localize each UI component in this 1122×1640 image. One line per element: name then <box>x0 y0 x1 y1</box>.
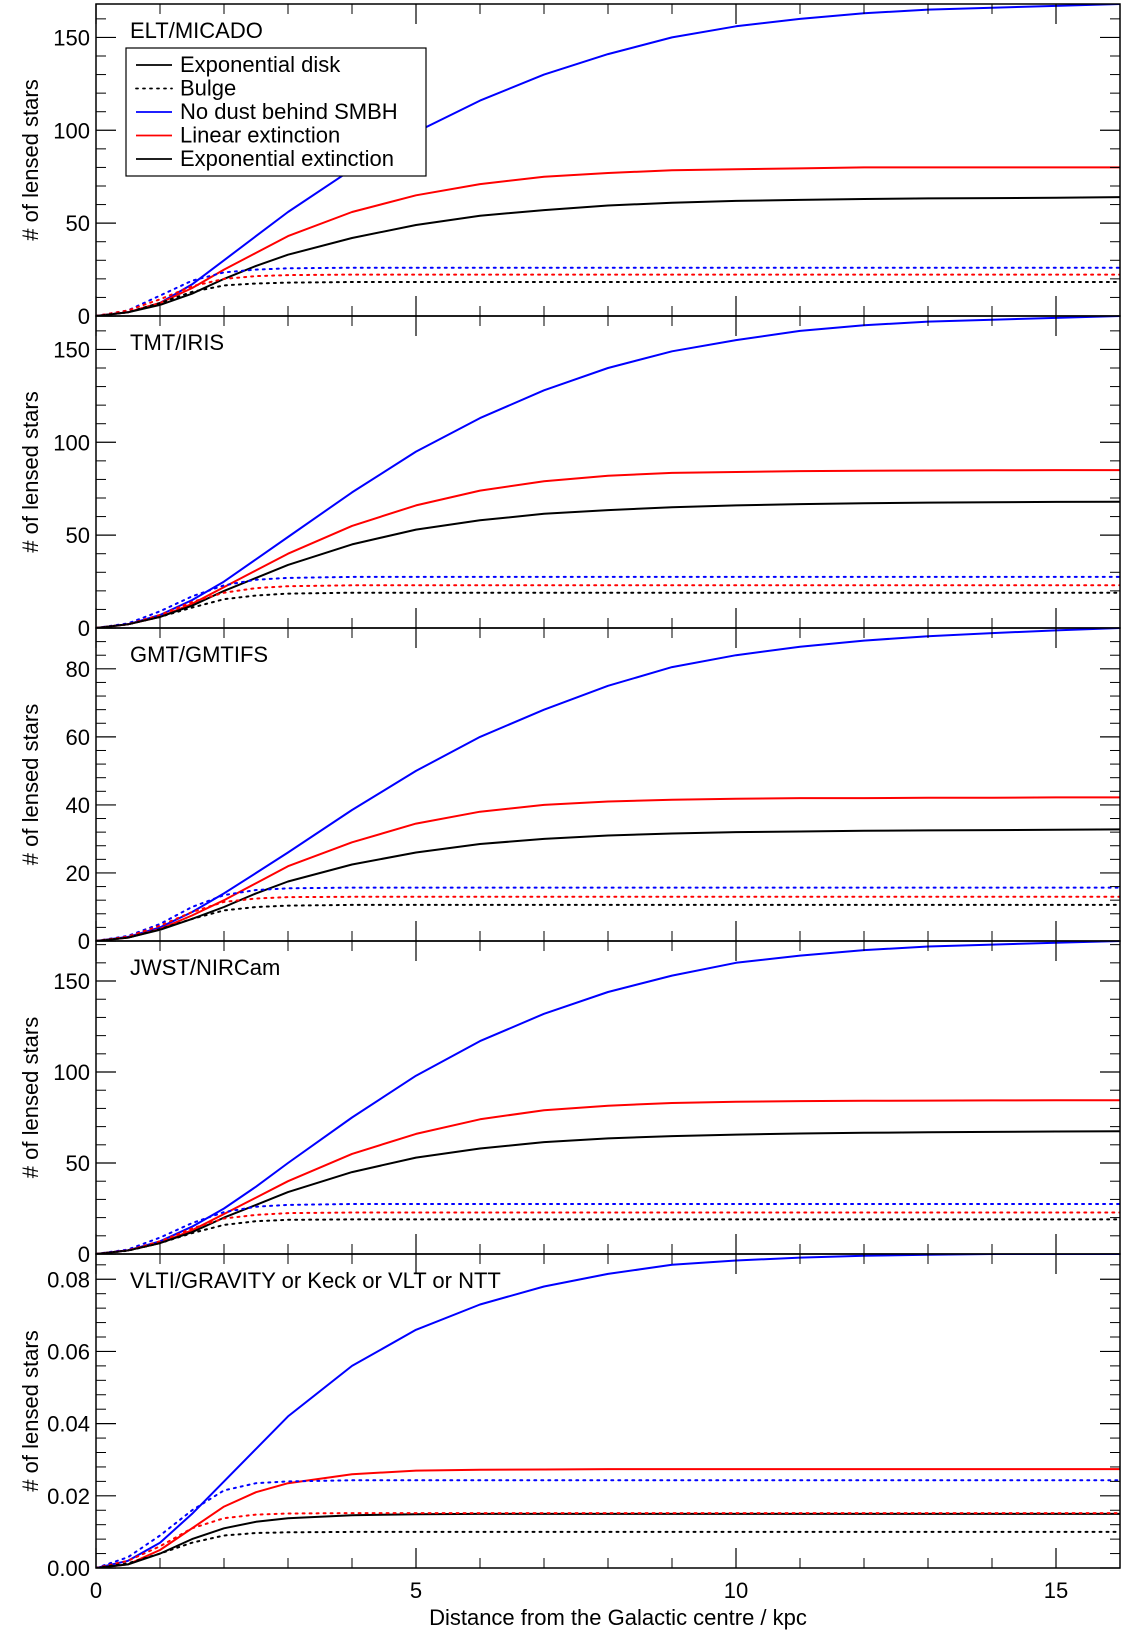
series-bulge-exponential <box>96 591 1120 628</box>
y-axis-label: # of lensed stars <box>18 391 43 552</box>
y-axis-label: # of lensed stars <box>18 704 43 865</box>
curve-group <box>96 4 1120 316</box>
panel-title: GMT/GMTIFS <box>130 642 268 667</box>
series-disk-exponential <box>96 828 1120 941</box>
series-bulge-linear <box>96 1211 1120 1254</box>
series-disk-no_dust <box>96 628 1120 941</box>
series-bulge-exponential <box>96 281 1120 316</box>
ytick-label: 0 <box>78 929 90 954</box>
ytick-label: 100 <box>53 1060 90 1085</box>
panel-4: 0.00 0.02 0.04 0.06 0.08 VLTI/GRAVITY or Keck… <box>18 1253 1121 1581</box>
y-axis-label: # of lensed stars <box>18 1017 43 1178</box>
series-bulge-exponential <box>96 903 1120 941</box>
curve-group <box>96 1254 1120 1568</box>
ytick-label: 150 <box>53 337 90 362</box>
series-disk-no_dust <box>96 4 1120 316</box>
legend-box <box>125 47 427 177</box>
ytick-label: 80 <box>66 657 90 682</box>
series-bulge-linear <box>96 584 1120 628</box>
ytick-label: 50 <box>66 211 90 236</box>
ytick-label: 150 <box>53 969 90 994</box>
ytick-label: 0.04 <box>47 1412 90 1437</box>
ytick-label: 50 <box>66 1151 90 1176</box>
series-bulge-linear <box>96 273 1120 316</box>
legend-label: No dust behind SMBH <box>180 99 398 124</box>
series-disk-linear <box>96 1099 1120 1254</box>
panel-3: 0 50 100 150 JWST/NIRCam # of lensed stars <box>18 940 1121 1267</box>
panel-0: 0 50 100 150 ELT/MICADO # of lensed stars <box>18 3 1121 329</box>
curve-group <box>96 941 1120 1254</box>
ytick-label: 0.00 <box>47 1556 90 1581</box>
ytick-label: 0 <box>78 616 90 641</box>
series-bulge-linear <box>96 1512 1120 1568</box>
xtick-label: 5 <box>410 1578 422 1603</box>
panel-frame <box>95 1253 1121 1569</box>
xtick-label: 15 <box>1044 1578 1068 1603</box>
legend-label: Bulge <box>180 76 236 101</box>
ytick-label: 0 <box>78 1242 90 1267</box>
series-bulge-no_dust <box>96 1479 1120 1568</box>
legend-label: Linear extinction <box>180 123 340 148</box>
series-disk-exponential <box>96 1130 1120 1254</box>
ytick-label: 20 <box>66 861 90 886</box>
panel-2: 0 20 40 60 80 GMT/GMTIFS # of lensed stars <box>18 627 1121 954</box>
ytick-label: 0.06 <box>47 1339 90 1364</box>
ytick-label: 40 <box>66 793 90 818</box>
panel-title: TMT/IRIS <box>130 330 224 355</box>
series-bulge-exponential <box>96 1530 1120 1568</box>
x-axis-label: Distance from the Galactic centre / kpc <box>429 1605 807 1630</box>
ytick-label: 0.08 <box>47 1267 90 1292</box>
series-disk-no_dust <box>96 316 1120 628</box>
curve-group <box>96 316 1120 628</box>
ytick-label: 0 <box>78 304 90 329</box>
series-bulge-linear <box>96 895 1120 941</box>
series-disk-linear <box>96 796 1120 941</box>
series-bulge-no_dust <box>96 1203 1120 1254</box>
series-disk-no_dust <box>96 1254 1120 1568</box>
series-disk-linear <box>96 469 1120 628</box>
xtick-label: 0 <box>90 1578 102 1603</box>
ytick-label: 60 <box>66 725 90 750</box>
curve-group <box>96 628 1120 941</box>
series-disk-no_dust <box>96 941 1120 1254</box>
ytick-label: 150 <box>53 25 90 50</box>
y-axis-label: # of lensed stars <box>18 1330 43 1491</box>
ytick-label: 0.02 <box>47 1484 90 1509</box>
series-disk-linear <box>96 1468 1120 1568</box>
ytick-label: 100 <box>53 118 90 143</box>
panel-1: 0 50 100 150 TMT/IRIS # of lensed stars <box>18 315 1121 641</box>
ytick-label: 50 <box>66 523 90 548</box>
legend-label: Exponential extinction <box>180 146 394 171</box>
ytick-label: 100 <box>53 430 90 455</box>
panel-frame <box>95 627 1121 942</box>
series-bulge-exponential <box>96 1218 1120 1254</box>
xtick-label: 10 <box>724 1578 748 1603</box>
y-axis-label: # of lensed stars <box>18 79 43 240</box>
series-disk-exponential <box>96 500 1120 628</box>
panel-title: VLTI/GRAVITY or Keck or VLT or NTT <box>130 1268 501 1293</box>
panel-title: JWST/NIRCam <box>130 955 280 980</box>
legend-label: Exponential disk <box>180 52 341 77</box>
panel-title: ELT/MICADO <box>130 18 263 43</box>
series-bulge-no_dust <box>96 575 1120 628</box>
